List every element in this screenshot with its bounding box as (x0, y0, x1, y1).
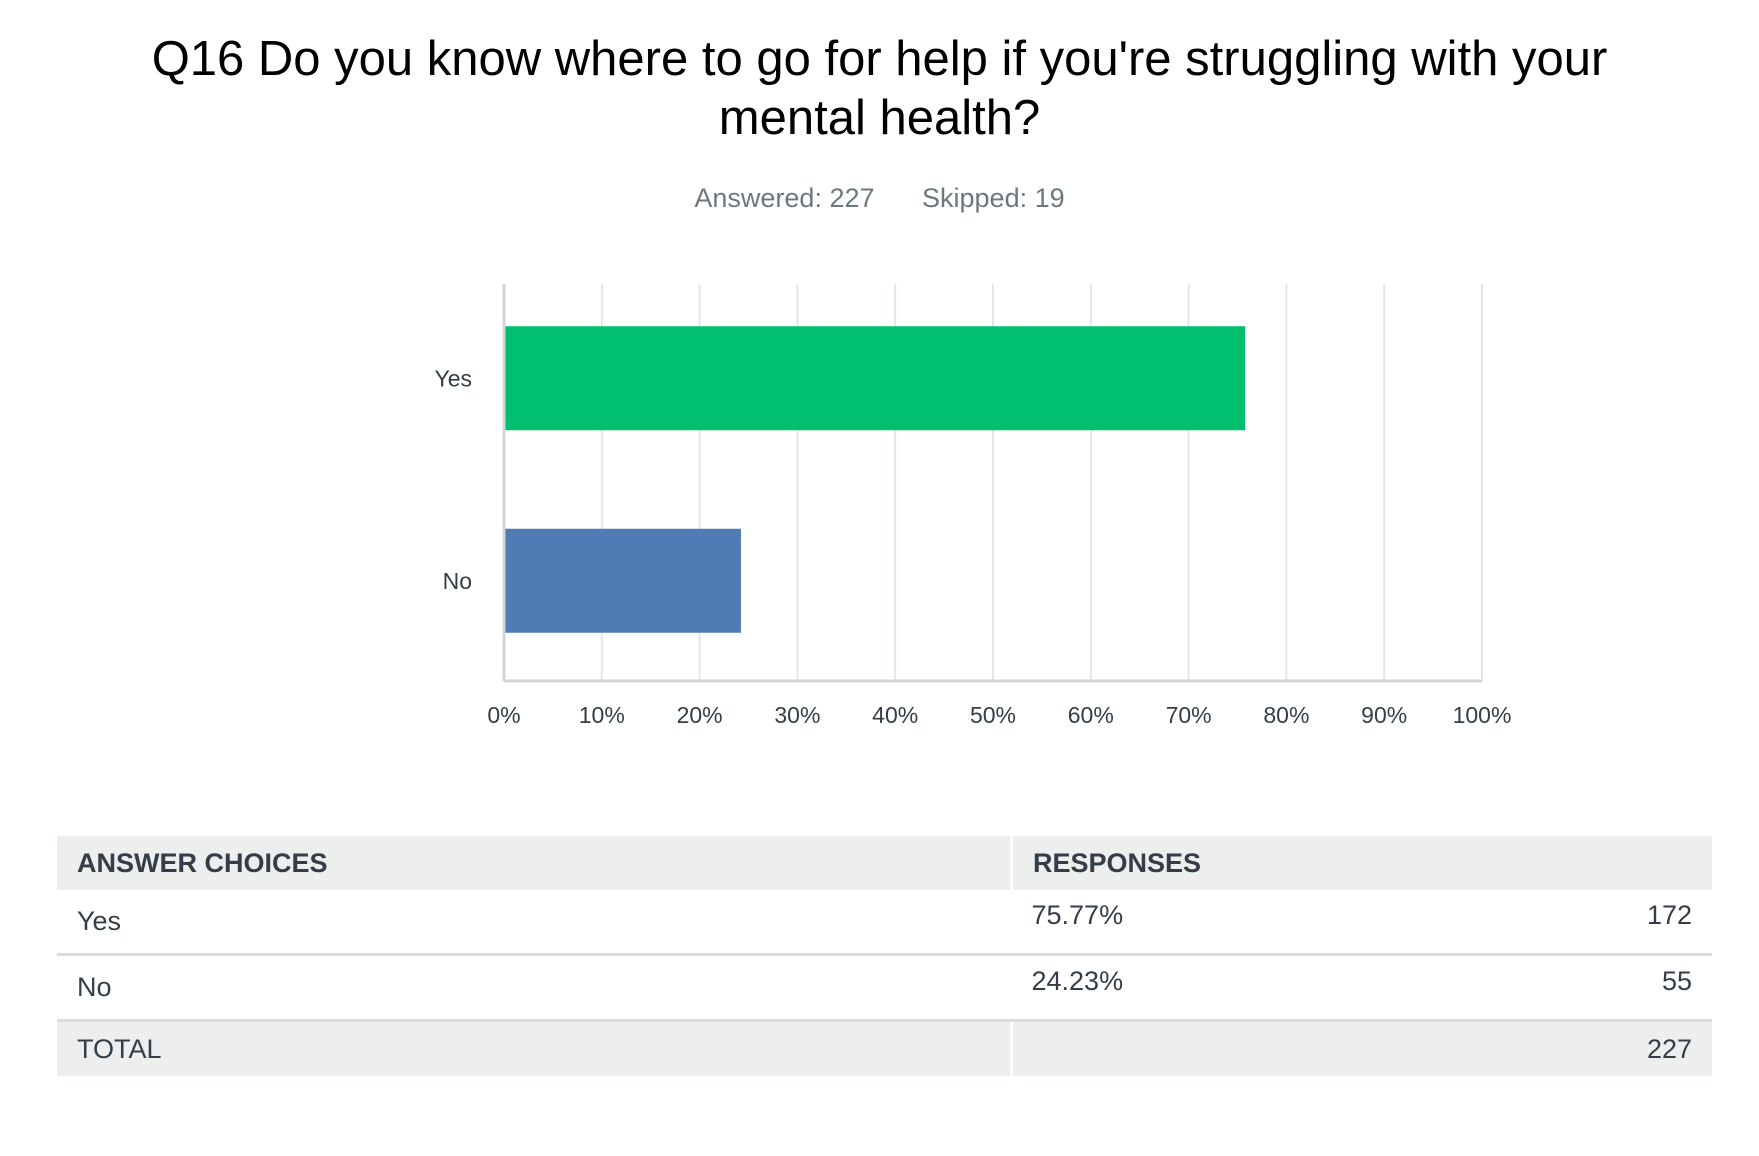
responses-table: ANSWER CHOICES RESPONSES Yes 75.77% 172 … (57, 836, 1712, 1076)
row-count: 55 (1436, 954, 1712, 1022)
x-tick-label: 100% (1453, 702, 1512, 728)
row-percent: 75.77% (1011, 890, 1437, 956)
x-tick-label: 20% (677, 702, 723, 728)
x-tick-label: 80% (1263, 702, 1309, 728)
table-header-row: ANSWER CHOICES RESPONSES (57, 836, 1712, 890)
header-answer-choices: ANSWER CHOICES (57, 836, 1013, 890)
row-count: 172 (1436, 890, 1712, 956)
x-tick-label: 0% (487, 702, 520, 728)
total-label: TOTAL (57, 1020, 1013, 1076)
total-count: 227 (1011, 1020, 1712, 1076)
response-stats: Answered: 227 Skipped: 19 (0, 183, 1759, 214)
bar-chart: 0% 10% 20% 30% 40% 50% 60% 70% 80% 90% 100% Yes No (434, 284, 1512, 728)
header-responses: RESPONSES (1011, 836, 1712, 890)
skipped-count: Skipped: 19 (922, 183, 1065, 213)
table-row: Yes 75.77% 172 (57, 890, 1712, 956)
table-row: No 24.23% 55 (57, 954, 1712, 1022)
table-total-row: TOTAL 227 (57, 1020, 1712, 1076)
row-choice: Yes (57, 890, 1012, 956)
x-tick-label: 70% (1166, 702, 1212, 728)
x-tick-label: 10% (579, 702, 625, 728)
bar-yes (505, 326, 1246, 431)
row-percent: 24.23% (1011, 954, 1437, 1022)
category-label: No (443, 568, 472, 594)
bar-no (505, 528, 741, 633)
category-label: Yes (434, 365, 472, 391)
answered-count: Answered: 227 (694, 183, 875, 213)
x-tick-label: 50% (970, 702, 1016, 728)
x-tick-label: 90% (1361, 702, 1407, 728)
row-choice: No (57, 954, 1012, 1022)
x-tick-label: 30% (774, 702, 820, 728)
x-tick-label: 60% (1068, 702, 1114, 728)
question-title: Q16 Do you know where to go for help if … (151, 32, 1608, 145)
x-tick-label: 40% (872, 702, 918, 728)
